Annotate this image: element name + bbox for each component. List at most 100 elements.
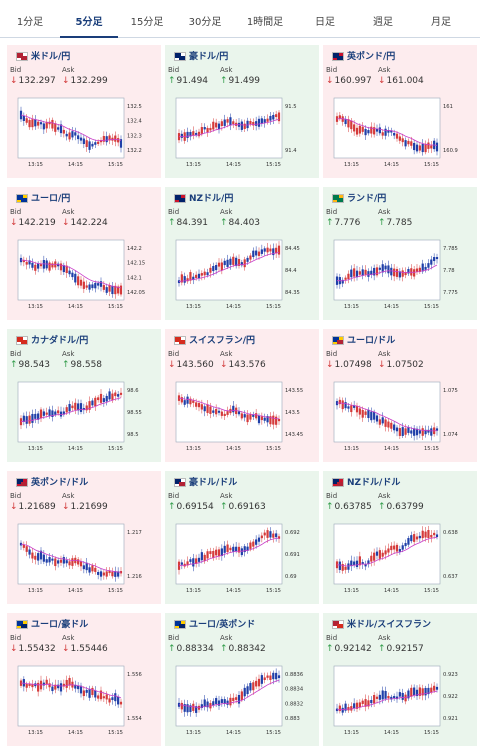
candle-body [260, 675, 263, 684]
candle-body [62, 411, 65, 415]
mini-candlestick-chart[interactable]: 0.692 0.691 0.69 13:15 14:15 15:15 [172, 520, 310, 598]
currency-pair-name[interactable]: ユーロ/ドル [347, 336, 396, 346]
candle-body [398, 136, 401, 141]
candle-body [347, 563, 350, 570]
rate-card[interactable]: ユーロ/円 Bid Ask ↓142.219 ↓142.224 142.2 142… [7, 187, 161, 320]
mini-candlestick-chart[interactable]: 0.8836 0.8834 0.8832 0.883 13:15 14:15 15:15 [172, 662, 310, 740]
currency-pair-name[interactable]: ユーロ/英ポンド [189, 620, 256, 630]
mini-candlestick-chart[interactable]: 0.638 0.637 13:15 14:15 15:15 [330, 520, 468, 598]
candle-body [249, 414, 252, 420]
candle-body [358, 702, 361, 708]
candle-body [338, 115, 341, 119]
rate-card[interactable]: 英ポンド/ドル Bid Ask ↓1.21689 ↓1.21699 1.217 1… [7, 471, 161, 604]
mini-candlestick-chart[interactable]: 84.45 84.4 84.35 13:15 14:15 15:15 [172, 236, 310, 314]
arrow-down-icon: ↓ [62, 218, 70, 228]
currency-pair-name[interactable]: NZドル/円 [189, 194, 234, 204]
currency-pair-name[interactable]: 豪ドル/円 [189, 52, 229, 62]
candle-body [410, 141, 413, 146]
candle-body [206, 701, 209, 708]
currency-pair-name[interactable]: ユーロ/円 [31, 194, 71, 204]
y-tick-label: 7.785 [443, 246, 458, 252]
currency-pair-name[interactable]: 英ポンド/円 [347, 52, 396, 62]
currency-pair-name[interactable]: 米ドル/円 [31, 52, 71, 62]
candle-body [257, 415, 261, 424]
candle-body [344, 566, 347, 570]
candle-body [387, 548, 390, 553]
candle-body [45, 121, 48, 129]
tab-daily[interactable]: 日足 [315, 17, 335, 28]
candle-body [45, 679, 48, 685]
tab-1hour[interactable]: 1時間足 [246, 17, 284, 28]
tab-monthly[interactable]: 月足 [431, 17, 451, 28]
candle-body [235, 257, 238, 267]
mini-candlestick-chart[interactable]: 0.923 0.922 0.921 13:15 14:15 15:15 [330, 662, 468, 740]
candle-body [88, 567, 91, 573]
mini-candlestick-chart[interactable]: 1.217 1.216 13:15 14:15 15:15 [14, 520, 152, 598]
mini-candlestick-chart[interactable]: 143.55 143.5 143.45 13:15 14:15 15:15 [172, 378, 310, 456]
rate-card[interactable]: 米ドル/スイスフラン Bid Ask ↑0.92142 ↑0.92157 0.9… [323, 613, 477, 746]
candle-body [209, 406, 212, 414]
candle-body [51, 558, 54, 561]
candle-body [240, 548, 243, 556]
candle-body [74, 684, 77, 689]
moving-average-line [178, 397, 280, 420]
candle-body [240, 262, 243, 266]
tab-5min[interactable]: 5分足 [60, 0, 118, 38]
candle-body [223, 545, 226, 553]
candle-body [68, 561, 71, 566]
candle-body [410, 535, 413, 542]
candle-body [415, 536, 419, 540]
rate-card[interactable]: ユーロ/豪ドル Bid Ask ↓1.55432 ↓1.55446 1.556 1… [7, 613, 161, 746]
currency-pair-name[interactable]: ランド/円 [347, 194, 387, 204]
tab-1min[interactable]: 1分足 [16, 17, 44, 28]
candle-body [220, 548, 223, 556]
mini-candlestick-chart[interactable]: 91.5 91.4 13:15 14:15 15:15 [172, 94, 310, 172]
currency-pair-name[interactable]: NZドル/ドル [347, 478, 401, 488]
rate-card[interactable]: カナダドル/円 Bid Ask ↑98.543 ↑98.558 98.6 98.5… [7, 329, 161, 462]
mini-candlestick-chart[interactable]: 161 160.9 13:15 14:15 15:15 [330, 94, 468, 172]
rate-card[interactable]: ランド/円 Bid Ask ↑7.776 ↑7.785 7.785 7.78 7.7… [323, 187, 477, 320]
x-tick-label: 13:15 [344, 162, 359, 168]
y-tick-label: 132.2 [127, 148, 142, 154]
x-tick-label: 14:15 [68, 730, 83, 736]
mini-candlestick-chart[interactable]: 1.556 1.554 13:15 14:15 15:15 [14, 662, 152, 740]
tab-weekly[interactable]: 週足 [373, 17, 393, 28]
mini-candlestick-chart[interactable]: 7.785 7.78 7.775 13:15 14:15 15:15 [330, 236, 468, 314]
ask-label: Ask [220, 634, 233, 642]
rate-card[interactable]: 豪ドル/ドル Bid Ask ↑0.69154 ↑0.69163 0.692 0.… [165, 471, 319, 604]
candle-body [263, 417, 266, 421]
candle-body [401, 427, 404, 436]
mini-candlestick-chart[interactable]: 132.5 132.4 132.3 132.2 13:15 14:15 15:15 [14, 94, 152, 172]
rate-card[interactable]: ユーロ/ドル Bid Ask ↓1.07498 ↓1.07502 1.075 1.… [323, 329, 477, 462]
rate-card[interactable]: NZドル/ドル Bid Ask ↑0.63785 ↑0.63799 0.638 0… [323, 471, 477, 604]
currency-pair-name[interactable]: ユーロ/豪ドル [31, 620, 89, 630]
arrow-up-icon: ↑ [378, 644, 386, 654]
arrow-down-icon: ↓ [326, 360, 334, 370]
rate-card[interactable]: 米ドル/円 Bid Ask ↓132.297 ↓132.299 132.5 132… [7, 45, 161, 178]
mini-candlestick-chart[interactable]: 142.2 142.15 142.1 142.05 13:15 14:15 15:15 [14, 236, 152, 314]
rate-card[interactable]: NZドル/円 Bid Ask ↑84.391 ↑84.403 84.45 84.4… [165, 187, 319, 320]
tab-15min[interactable]: 15分足 [130, 17, 164, 28]
candle-body [226, 119, 229, 123]
mini-candlestick-chart[interactable]: 1.075 1.074 13:15 14:15 15:15 [330, 378, 468, 456]
candle-body [370, 411, 373, 421]
candle-body [381, 690, 384, 700]
candle-body [203, 406, 206, 412]
candle-body [263, 677, 266, 681]
mini-candlestick-chart[interactable]: 98.6 98.55 98.5 13:15 14:15 15:15 [14, 378, 152, 456]
x-tick-label: 13:15 [344, 588, 359, 594]
bid-label: Bid [326, 634, 338, 642]
currency-pair-name[interactable]: 米ドル/スイスフラン [347, 620, 432, 630]
candle-body [25, 684, 28, 688]
rate-card[interactable]: スイスフラン/円 Bid Ask ↓143.560 ↓143.576 143.5… [165, 329, 319, 462]
candle-body [180, 397, 183, 403]
currency-pair-name[interactable]: スイスフラン/円 [189, 336, 256, 346]
currency-pair-name[interactable]: カナダドル/円 [31, 336, 89, 346]
rate-card[interactable]: 英ポンド/円 Bid Ask ↓160.997 ↓161.004 161 160.… [323, 45, 477, 178]
currency-pair-name[interactable]: 英ポンド/ドル [31, 478, 89, 488]
rate-card[interactable]: 豪ドル/円 Bid Ask ↑91.494 ↑91.499 91.5 91.4 13… [165, 45, 319, 178]
currency-pair-name[interactable]: 豪ドル/ドル [189, 478, 238, 488]
tab-30min[interactable]: 30分足 [188, 17, 222, 28]
rate-card[interactable]: ユーロ/英ポンド Bid Ask ↑0.88334 ↑0.88342 0.883… [165, 613, 319, 746]
y-tick-label: 0.883 [285, 716, 300, 722]
